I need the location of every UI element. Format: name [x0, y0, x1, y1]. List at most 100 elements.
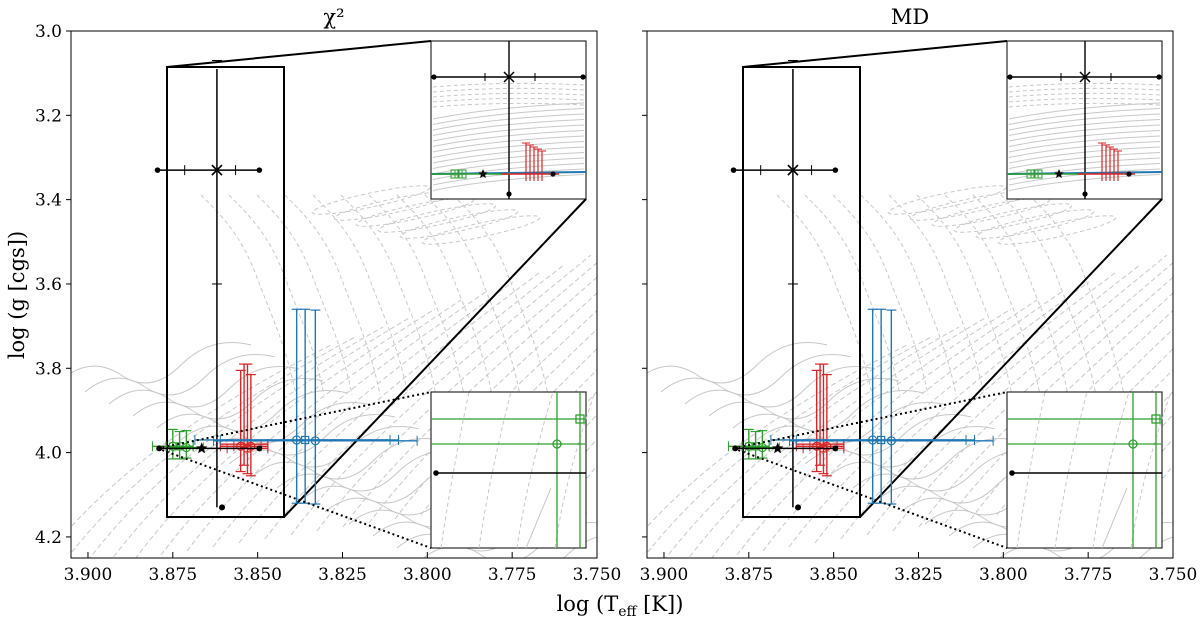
track-solid — [708, 378, 900, 420]
inset-track — [432, 152, 585, 169]
inset-track — [432, 157, 585, 175]
panel-title-md: MD — [891, 5, 929, 29]
inset2-green-square — [1151, 414, 1161, 424]
inset-track — [432, 102, 585, 108]
track-solid — [756, 402, 948, 444]
inset-dot — [1126, 171, 1132, 177]
inset-track — [1008, 146, 1161, 164]
inset-track — [1008, 82, 1161, 88]
track-dashed — [762, 290, 1064, 552]
inset-track — [1092, 391, 1130, 549]
x-tick-label: 3.900 — [640, 565, 689, 585]
track-solid — [156, 390, 348, 432]
track-solid — [132, 378, 324, 420]
inset-track — [1008, 87, 1161, 93]
x-tick-label: 3.850 — [233, 565, 282, 585]
zoom-connector-dotted — [733, 447, 1008, 549]
inset-track — [1008, 124, 1161, 142]
track-dashed — [814, 272, 1116, 544]
data-point-square — [301, 435, 310, 445]
inset-cross-marker — [503, 71, 515, 83]
track-solid — [684, 366, 876, 408]
inset-track — [432, 163, 585, 180]
y-axis-title: log (g [cgs]) — [5, 231, 29, 359]
inset-frame — [1006, 391, 1163, 549]
data-point-circle — [246, 441, 256, 451]
series-blue — [194, 308, 418, 505]
track-dashed — [1179, 147, 1200, 487]
inset-track — [432, 168, 585, 186]
track-dashed — [238, 272, 540, 544]
observed-cross-marker — [787, 164, 799, 176]
track-loop — [887, 185, 1007, 215]
track-dashed — [212, 281, 514, 548]
inset-track — [432, 174, 585, 191]
x-tick-label: 3.775 — [1064, 565, 1113, 585]
track-loop — [377, 203, 497, 233]
y-tick-label: 3.4 — [35, 191, 62, 211]
series-blue — [770, 308, 994, 505]
inset-track — [1101, 487, 1128, 549]
inset-track — [1008, 141, 1161, 158]
x-tick-label: 3.825 — [318, 565, 367, 585]
inset-frame — [430, 391, 587, 549]
track-dashed — [866, 254, 1168, 536]
track-dashed — [284, 194, 381, 396]
data-point-square — [877, 435, 886, 445]
track-loop — [355, 197, 475, 227]
inset-track — [432, 82, 585, 88]
inset-track — [1008, 174, 1161, 191]
x-tick-label: 3.750 — [1149, 565, 1198, 585]
inset-track — [1008, 152, 1161, 169]
data-point-circle — [822, 441, 832, 451]
inset-track — [440, 391, 470, 549]
track-loop — [931, 197, 1051, 227]
track-dashed — [860, 194, 957, 396]
track-solid — [276, 450, 468, 492]
inset2-green-square — [575, 414, 585, 424]
inset-track — [432, 92, 585, 98]
inset-dot — [550, 171, 556, 177]
track-dashed — [550, 438, 597, 496]
inset-track — [1008, 92, 1161, 98]
track-dashed — [804, 194, 901, 396]
track-dashed — [228, 194, 325, 396]
track-dashed — [396, 194, 493, 396]
zoom-connector-dotted — [733, 391, 1008, 450]
track-solid — [732, 390, 924, 432]
track-solid — [108, 366, 300, 408]
inset2-green-circle — [552, 439, 562, 449]
inset-track — [1008, 97, 1161, 103]
inset-track — [1008, 108, 1161, 125]
x-tick-label: 3.850 — [809, 565, 858, 585]
track-solid — [852, 450, 1044, 492]
inset-green-marker — [1034, 169, 1043, 179]
inset-upper — [430, 40, 587, 200]
inset-track — [432, 102, 585, 120]
inset2-black-dot — [1009, 470, 1015, 476]
inset-track — [1016, 391, 1046, 549]
zoom-box — [166, 66, 285, 518]
track-dashed — [736, 299, 1038, 556]
track-solid — [252, 438, 444, 480]
track-dashed — [629, 138, 929, 483]
inset-track — [1054, 391, 1088, 549]
track-dashed — [200, 194, 297, 396]
inset-track — [1008, 102, 1161, 108]
track-solid — [71, 342, 252, 384]
data-point-circle — [886, 436, 896, 446]
data-point-circle — [310, 436, 320, 446]
inset-track — [432, 108, 585, 125]
track-solid — [180, 402, 372, 444]
inset-star-marker — [1054, 169, 1064, 178]
series-green — [151, 428, 204, 460]
track-dashed — [290, 254, 592, 536]
data-point-circle — [181, 442, 191, 453]
inset-track — [525, 487, 552, 549]
inset-track — [516, 391, 554, 549]
inset-track — [432, 135, 585, 153]
inset-end-dot — [580, 74, 586, 80]
x-tick-label: 3.875 — [724, 565, 773, 585]
track-solid — [647, 342, 828, 384]
track-dashed — [256, 194, 353, 396]
